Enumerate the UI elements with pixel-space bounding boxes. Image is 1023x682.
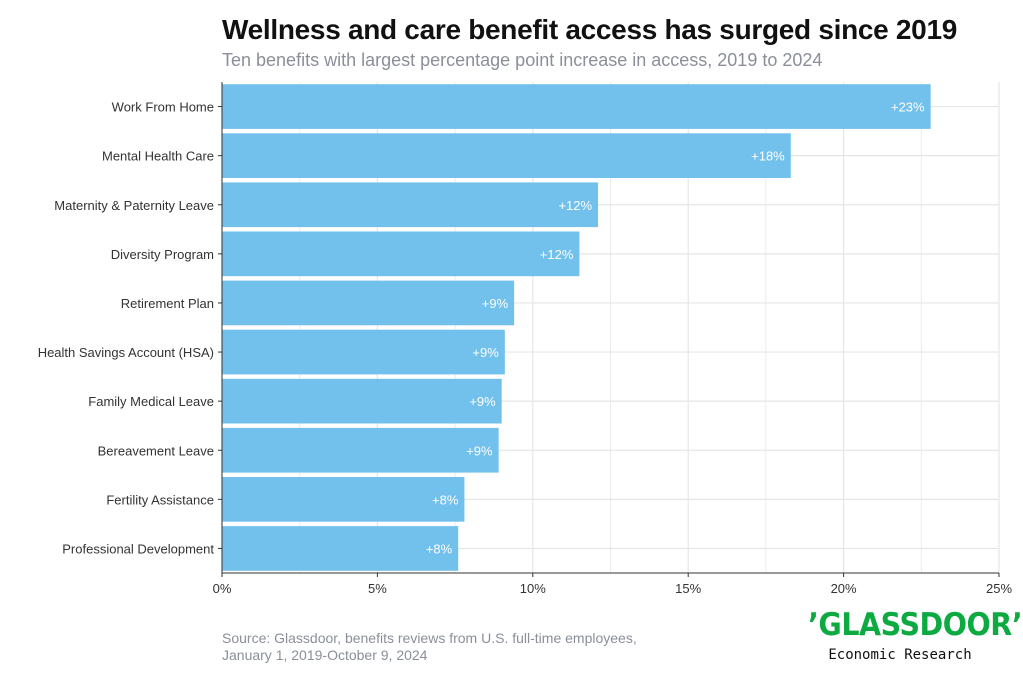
- source-line-1: Source: Glassdoor, benefits reviews from…: [222, 630, 637, 646]
- category-label: Bereavement Leave: [98, 443, 214, 458]
- x-tick-label: 25%: [986, 581, 1012, 596]
- bar-value-label: +23%: [891, 100, 925, 115]
- chart-subtitle: Ten benefits with largest percentage poi…: [222, 50, 823, 70]
- category-label: Health Savings Account (HSA): [38, 345, 214, 360]
- category-label: Professional Development: [62, 541, 214, 556]
- source-note: Source: Glassdoor, benefits reviews from…: [222, 630, 637, 664]
- bar-value-label: +12%: [540, 247, 574, 262]
- bar-value-label: +18%: [751, 149, 785, 164]
- bar-chart: +23% Work From Home +18% Mental Health Care…: [38, 82, 1012, 596]
- bar-value-label: +8%: [432, 492, 459, 507]
- x-tick-label: 15%: [675, 581, 701, 596]
- bar: [222, 427, 499, 473]
- bar: [222, 280, 515, 326]
- category-label: Retirement Plan: [121, 296, 214, 311]
- bar-value-label: +9%: [469, 394, 496, 409]
- bar-value-label: +8%: [426, 541, 453, 556]
- category-label: Maternity & Paternity Leave: [54, 198, 214, 213]
- category-label: Diversity Program: [111, 247, 214, 262]
- bar: [222, 182, 599, 228]
- category-label: Work From Home: [112, 100, 214, 115]
- glassdoor-logo: ’GLASSDOOR’ Economic Research: [800, 606, 1023, 664]
- x-tick-label: 0%: [213, 581, 232, 596]
- source-line-2: January 1, 2019-October 9, 2024: [222, 647, 428, 663]
- logo-wordmark: ’GLASSDOOR’: [808, 607, 1023, 643]
- x-tick-label: 5%: [368, 581, 387, 596]
- bar-value-label: +12%: [558, 198, 592, 213]
- x-tick-label: 10%: [520, 581, 546, 596]
- chart-title: Wellness and care benefit access has sur…: [222, 14, 958, 45]
- bar: [222, 477, 465, 522]
- bar: [222, 526, 459, 571]
- logo-tagline: Economic Research: [828, 647, 972, 663]
- category-label: Mental Health Care: [102, 149, 214, 164]
- bar-value-label: +9%: [472, 345, 499, 360]
- bar: [222, 133, 791, 178]
- bar: [222, 329, 505, 375]
- bar-value-label: +9%: [482, 296, 509, 311]
- category-label: Family Medical Leave: [88, 394, 214, 409]
- bar-value-label: +9%: [466, 443, 493, 458]
- bar: [222, 84, 931, 129]
- bar: [222, 231, 580, 277]
- category-label: Fertility Assistance: [106, 492, 214, 507]
- bar: [222, 378, 502, 424]
- x-tick-label: 20%: [831, 581, 857, 596]
